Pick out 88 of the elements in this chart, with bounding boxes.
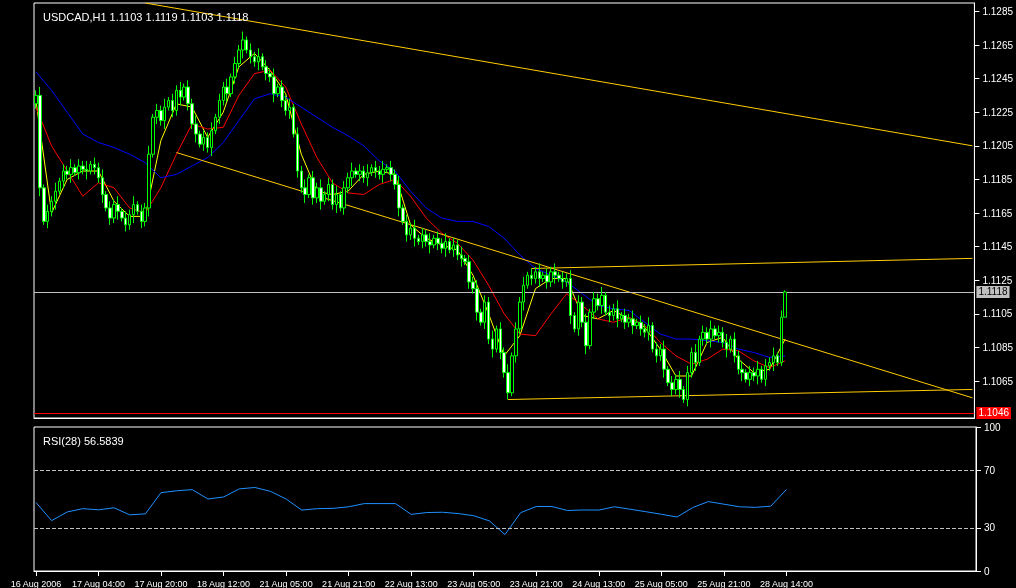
candlestick	[756, 360, 760, 385]
candlestick	[175, 84, 178, 117]
candlestick	[366, 163, 369, 187]
y-tick-label: 1.1125	[982, 274, 1013, 286]
candlestick	[85, 160, 88, 180]
y-tick-label: 1.1285	[982, 5, 1014, 17]
y-tick-label: 100	[984, 421, 1002, 433]
candlestick	[432, 234, 436, 249]
y-tick-label: 1.1205	[982, 140, 1014, 152]
candlestick	[163, 98, 166, 130]
text: RSI(28) 56.5839	[43, 434, 124, 447]
x-tick-label: 28 Aug 14:00	[759, 578, 813, 588]
line-series	[35, 486, 787, 536]
candlestick	[436, 231, 440, 251]
y-tick-label: 70	[984, 464, 996, 476]
candlestick	[616, 299, 619, 328]
candlestick	[77, 158, 81, 180]
x-tick-label: 21 Aug 21:00	[322, 578, 376, 588]
candlestick	[331, 178, 334, 211]
x-tick-label: 18 Aug 12:00	[197, 578, 251, 588]
y-tick-label: 1.1085	[982, 341, 1014, 353]
candlestick	[225, 78, 229, 103]
candlestick	[717, 325, 721, 343]
y-tick-label: 1.1105	[982, 308, 1013, 320]
candlestick	[112, 199, 116, 224]
candlestick	[549, 266, 553, 288]
candlestick	[631, 309, 635, 335]
x-tick-label: 24 Aug 13:00	[572, 578, 626, 588]
y-tick-label: 1.1145	[982, 241, 1013, 253]
candlestick	[378, 165, 381, 180]
y-tick-label: 1.1225	[982, 106, 1014, 118]
candlestick	[639, 315, 643, 337]
candlestick	[444, 232, 447, 258]
x-tick-label: 17 Aug 20:00	[134, 578, 188, 588]
candlestick	[202, 130, 205, 152]
ref-line-label: 1.1046	[978, 407, 1010, 419]
candlestick	[69, 158, 73, 184]
candlestick	[81, 160, 85, 175]
candlestick	[534, 266, 537, 285]
candlestick	[257, 47, 260, 71]
candlestick	[116, 195, 120, 221]
y-tick-label: 1.1265	[982, 39, 1014, 51]
candlestick	[600, 286, 604, 315]
candlestick	[428, 232, 432, 254]
candlestick	[124, 210, 127, 232]
y-tick-label: 1.1185	[982, 173, 1013, 185]
candlestick	[452, 237, 455, 258]
candlestick	[319, 178, 323, 211]
y-tick-label: 1.1245	[982, 73, 1014, 85]
candlestick	[764, 358, 767, 387]
candlestick	[475, 279, 479, 322]
x-tick-label: 22 Aug 13:00	[384, 578, 438, 588]
x-tick-label: 25 Aug 21:00	[697, 578, 751, 588]
candlestick	[709, 320, 713, 348]
x-tick-label: 17 Aug 04:00	[71, 578, 126, 588]
candlestick	[530, 267, 533, 286]
candlestick	[362, 165, 365, 184]
x-tick-label: 23 Aug 21:00	[509, 578, 563, 588]
candlestick	[623, 308, 627, 330]
candlestick	[545, 267, 549, 290]
x-tick-label: 25 Aug 05:00	[634, 578, 688, 588]
candlestick	[577, 294, 580, 337]
x-tick-label: 16 Aug 2006	[10, 578, 62, 588]
candlestick	[674, 373, 678, 395]
candlestick	[538, 262, 541, 288]
candlestick	[772, 346, 775, 372]
candlestick	[272, 68, 276, 103]
candlestick	[413, 219, 416, 248]
x-tick-label: 23 Aug 05:00	[447, 578, 501, 588]
candlestick	[748, 365, 752, 387]
candlestick	[448, 237, 451, 254]
candlestick	[381, 160, 385, 184]
candlestick	[421, 227, 424, 249]
candlestick	[374, 160, 377, 179]
y-tick-label: 1.1065	[982, 375, 1014, 387]
candlestick	[561, 271, 564, 290]
y-tick-label: 30	[984, 522, 996, 534]
candlestick	[140, 204, 143, 229]
candlestick	[678, 370, 682, 399]
y-tick-label: 0	[984, 565, 990, 577]
candlestick	[89, 160, 92, 175]
candlestick	[311, 170, 315, 206]
candlestick	[553, 262, 557, 285]
ref-line-label: 1.1118	[978, 286, 1008, 298]
x-tick-label: 21 Aug 05:00	[259, 578, 313, 588]
candlestick	[358, 163, 362, 182]
candlestick	[467, 254, 471, 290]
y-tick-label: 1.1165	[982, 207, 1013, 219]
